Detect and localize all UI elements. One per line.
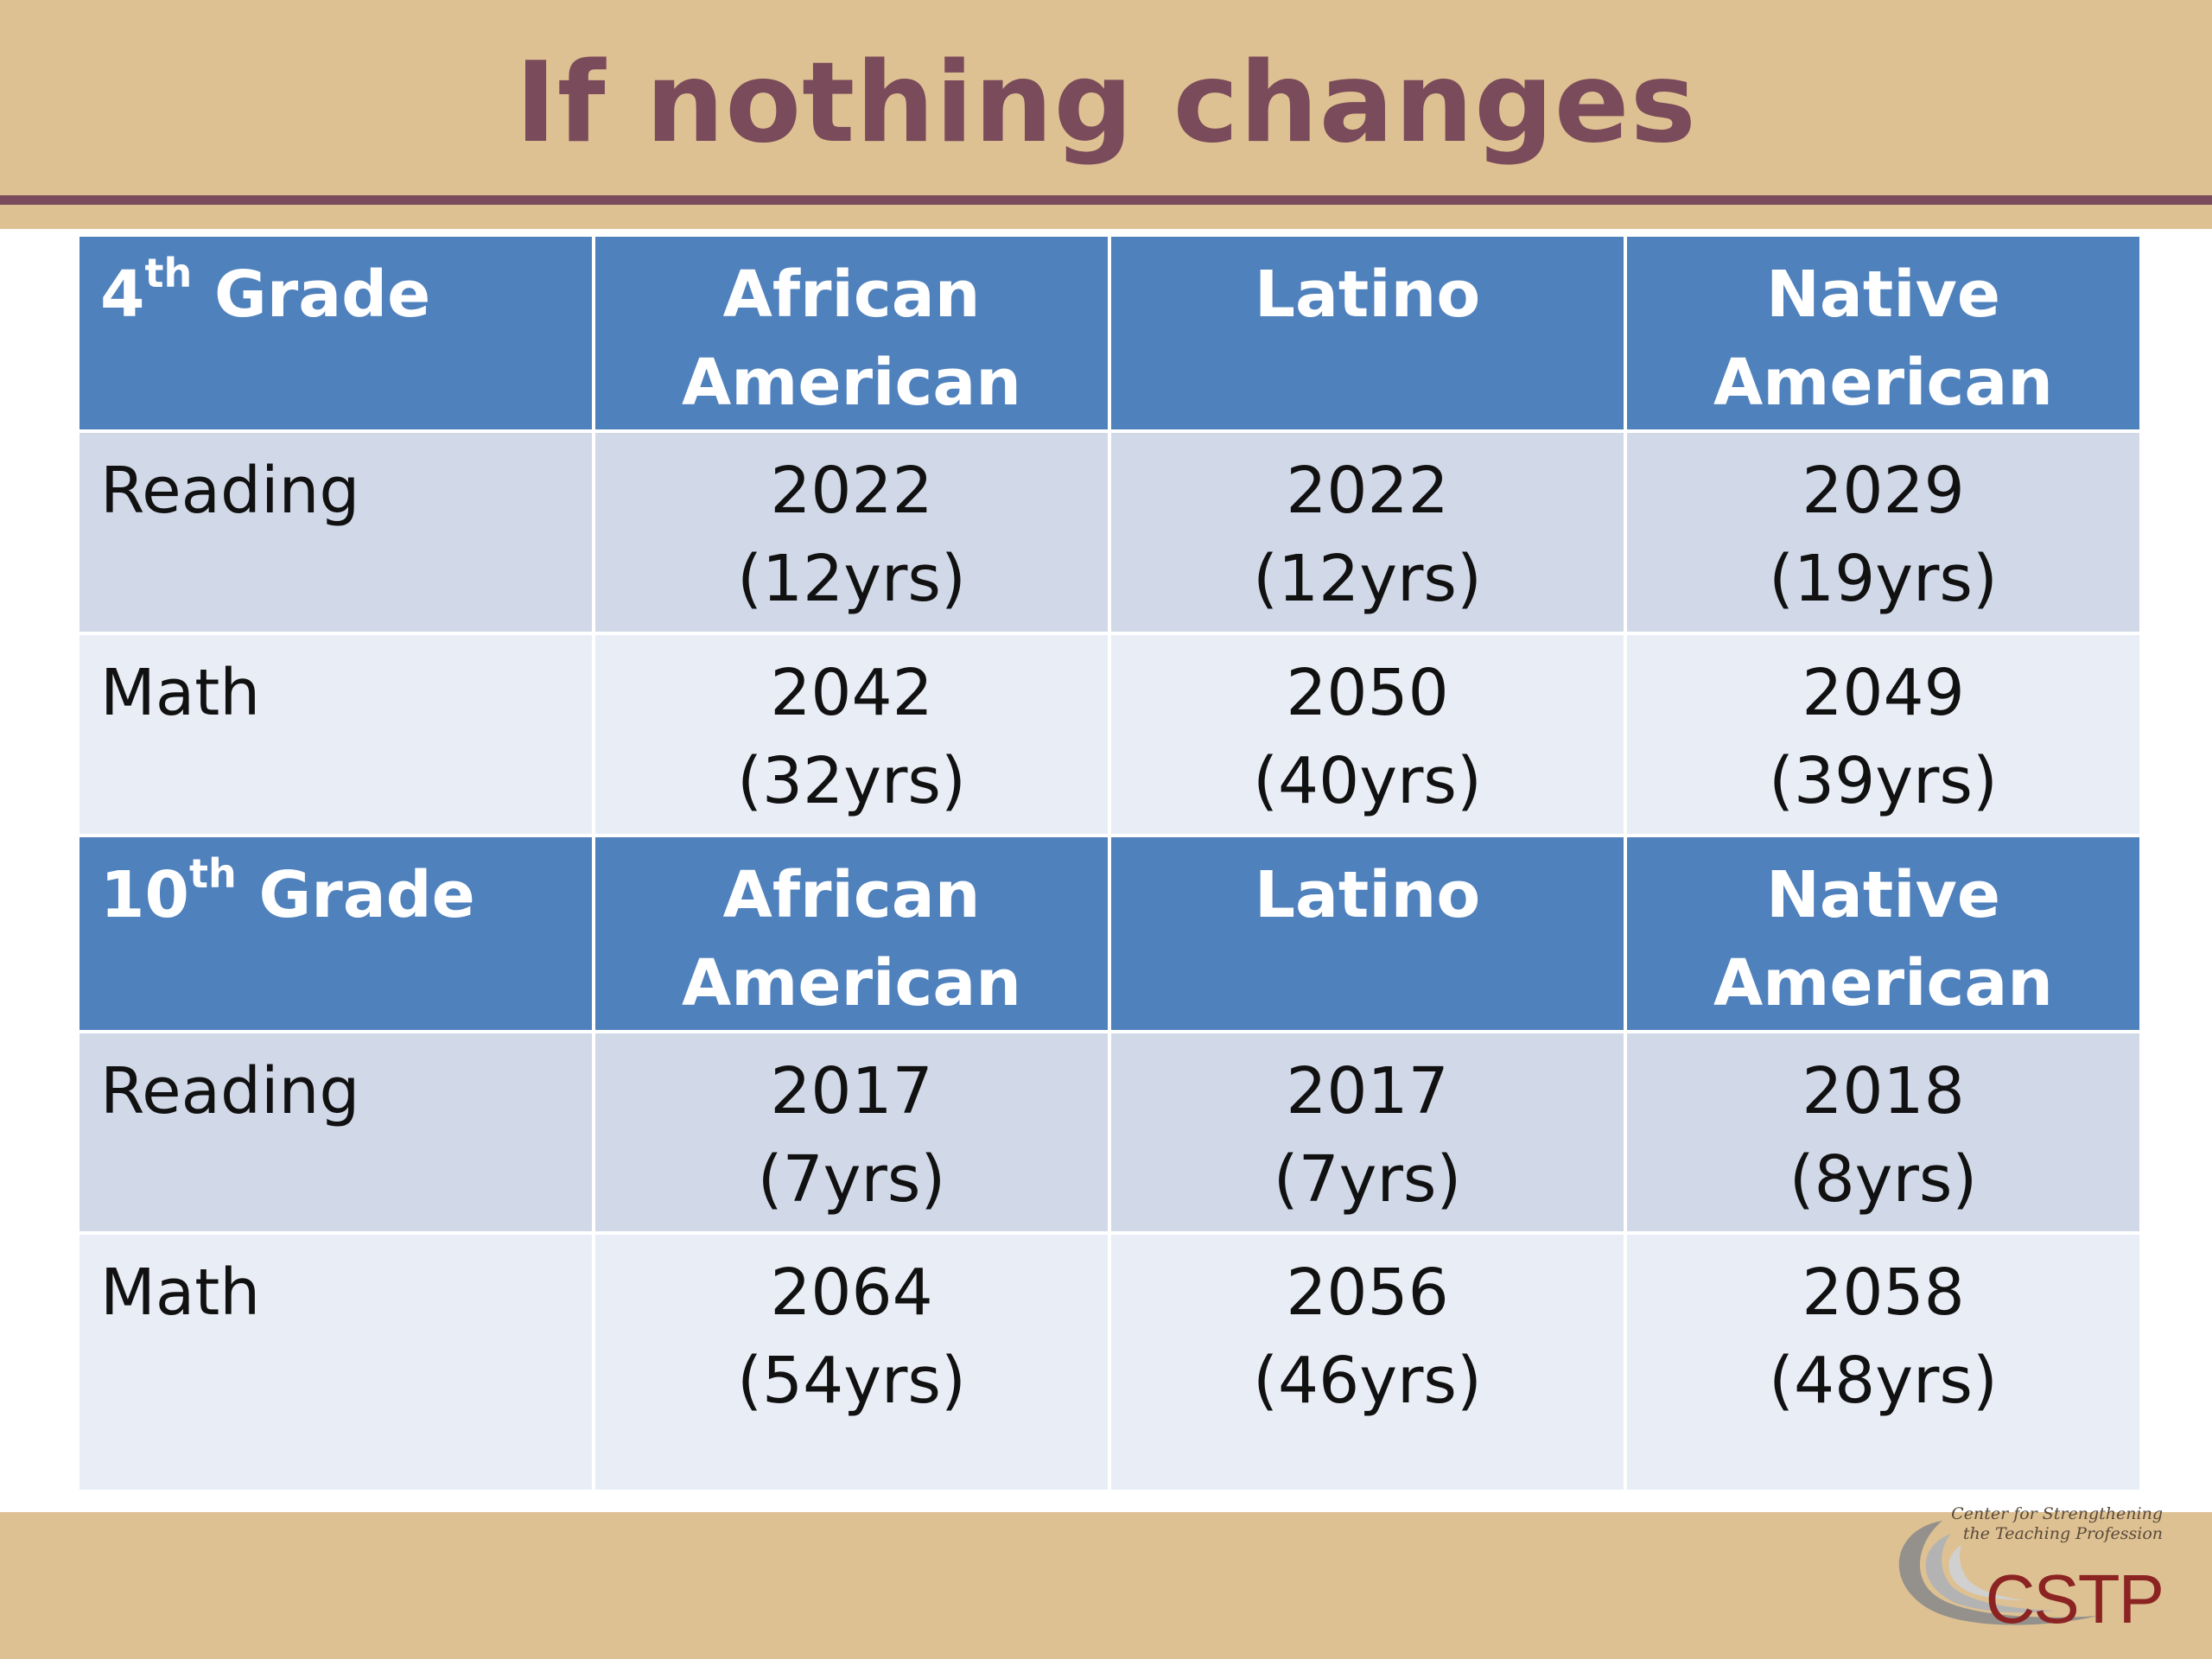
cell-year: 2056	[1286, 1255, 1449, 1331]
grade-number: 10	[100, 857, 189, 932]
cell-year: 2042	[770, 655, 933, 730]
table-row: Math 2064 (54yrs) 2056 (46yrs) 2058 (48y…	[79, 1235, 2139, 1490]
table-cell: 2022 (12yrs)	[595, 432, 1108, 632]
logo-swoosh-inner	[1948, 1545, 2024, 1600]
column-header-line2: American	[1713, 346, 2053, 420]
column-header-latino: Latino	[1111, 836, 1624, 1030]
cell-year: 2022	[1286, 453, 1449, 528]
column-header-line1: Latino	[1254, 257, 1481, 332]
projection-table: 4th Grade African American Latino Native…	[76, 233, 2143, 1493]
row-label-reading: Reading	[79, 1033, 592, 1232]
slide-title: If nothing changes	[515, 39, 1697, 168]
column-header-african-american: African American	[595, 836, 1108, 1030]
grade-ordinal-suffix: th	[188, 850, 237, 898]
logo-swoosh-outer	[1898, 1521, 2098, 1625]
table-header-row-10th-grade: 10th Grade African American Latino Nativ…	[79, 836, 2139, 1030]
cell-span: (46yrs)	[1253, 1344, 1482, 1419]
cell-year: 2050	[1286, 655, 1449, 730]
table-cell: 2049 (39yrs)	[1627, 634, 2139, 834]
cell-span: (8yrs)	[1789, 1141, 1978, 1217]
logo-abbrev: CSTP	[1986, 1560, 2163, 1633]
grade-number: 4	[100, 257, 145, 332]
cell-year: 2049	[1802, 655, 1965, 730]
table-cell: 2056 (46yrs)	[1111, 1235, 1624, 1490]
grade-word: Grade	[214, 257, 431, 332]
column-header-native-american: Native American	[1627, 237, 2139, 429]
column-header-line1: Native	[1765, 857, 2001, 932]
column-header-line1: African	[722, 857, 981, 932]
row-label-reading: Reading	[79, 432, 592, 632]
column-header-line1: Native	[1765, 257, 2001, 332]
cell-span: (48yrs)	[1769, 1344, 1998, 1419]
cell-year: 2064	[770, 1255, 933, 1331]
cell-span: (40yrs)	[1253, 743, 1482, 818]
column-header-african-american: African American	[595, 237, 1108, 429]
column-header-line1: African	[722, 257, 981, 332]
row-label-math: Math	[79, 1235, 592, 1490]
cell-span: (7yrs)	[1273, 1141, 1462, 1217]
cell-span: (39yrs)	[1769, 743, 1998, 818]
grade-header-10th: 10th Grade	[79, 836, 592, 1030]
table-row: Math 2042 (32yrs) 2050 (40yrs) 2049 (39y…	[79, 634, 2139, 834]
table-cell: 2022 (12yrs)	[1111, 432, 1624, 632]
column-header-line2: American	[1713, 945, 2053, 1020]
column-header-line1: Latino	[1254, 857, 1481, 932]
grade-word: Grade	[258, 857, 475, 932]
title-divider	[0, 195, 2212, 205]
cell-year: 2017	[1286, 1053, 1449, 1128]
cell-year: 2017	[770, 1053, 933, 1128]
cell-span: (7yrs)	[757, 1141, 946, 1217]
cell-year: 2022	[770, 453, 933, 528]
grade-ordinal-suffix: th	[144, 250, 193, 297]
cell-span: (32yrs)	[737, 743, 966, 818]
cell-year: 2029	[1802, 453, 1965, 528]
cell-span: (12yrs)	[737, 541, 966, 616]
table-cell: 2018 (8yrs)	[1627, 1033, 2139, 1232]
table-cell: 2058 (48yrs)	[1627, 1235, 2139, 1490]
cell-year: 2018	[1802, 1053, 1965, 1128]
logo-line1: Center for Strengthening	[1951, 1504, 2163, 1523]
table-cell: 2017 (7yrs)	[1111, 1033, 1624, 1232]
cell-year: 2058	[1802, 1255, 1965, 1331]
cell-span: (19yrs)	[1769, 541, 1998, 616]
cell-span: (12yrs)	[1253, 541, 1482, 616]
table-row: Reading 2022 (12yrs) 2022 (12yrs) 2029 (…	[79, 432, 2139, 632]
column-header-line2: American	[682, 945, 1021, 1020]
grade-header-4th: 4th Grade	[79, 237, 592, 429]
logo-swoosh-middle	[1925, 1534, 2055, 1613]
row-label-math: Math	[79, 634, 592, 834]
table-header-row-4th-grade: 4th Grade African American Latino Native…	[79, 237, 2139, 429]
table-cell: 2042 (32yrs)	[595, 634, 1108, 834]
column-header-line2: American	[682, 346, 1021, 420]
table-cell: 2064 (54yrs)	[595, 1235, 1108, 1490]
column-header-latino: Latino	[1111, 237, 1624, 429]
table-row: Reading 2017 (7yrs) 2017 (7yrs) 2018 (8y…	[79, 1033, 2139, 1232]
table-cell: 2017 (7yrs)	[595, 1033, 1108, 1232]
cstp-logo: Center for Strengthening the Teaching Pr…	[1898, 1504, 2164, 1633]
table-cell: 2029 (19yrs)	[1627, 432, 2139, 632]
column-header-native-american: Native American	[1627, 836, 2139, 1030]
table-cell: 2050 (40yrs)	[1111, 634, 1624, 834]
logo-line2: the Teaching Profession	[1963, 1524, 2163, 1543]
cell-span: (54yrs)	[737, 1344, 966, 1419]
